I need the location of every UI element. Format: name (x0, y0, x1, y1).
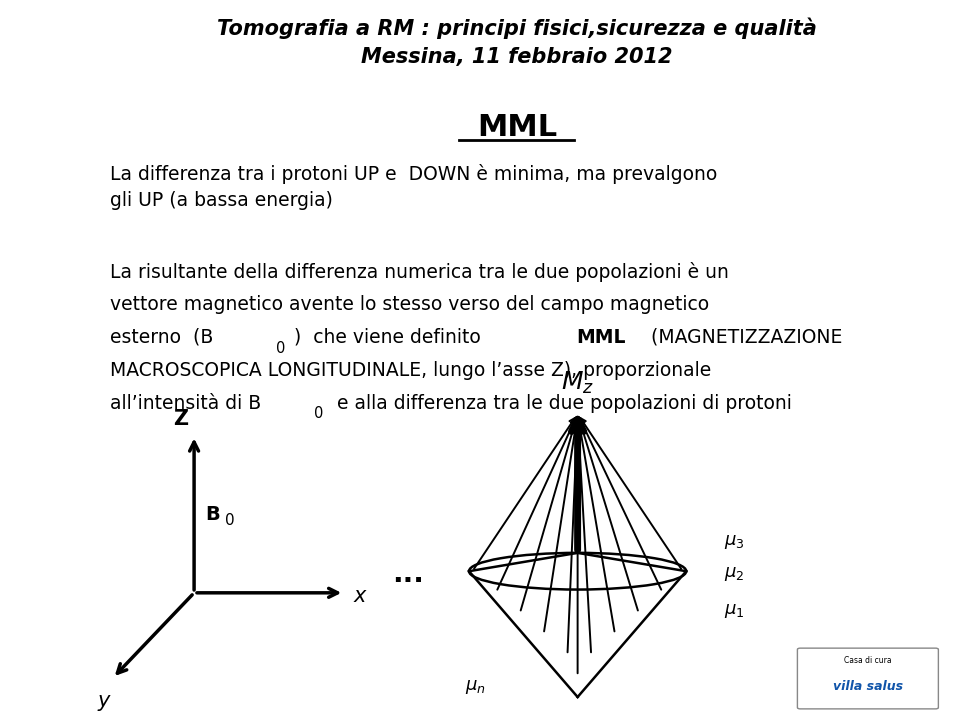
Text: all’intensità di B: all’intensità di B (110, 393, 262, 413)
Text: Corso di Formazione Per Tecnici Sanitari di Radiologia Medica: Corso di Formazione Per Tecnici Sanitari… (31, 129, 44, 589)
Text: (MAGNETIZZAZIONE: (MAGNETIZZAZIONE (639, 328, 842, 347)
Text: 0: 0 (276, 340, 286, 355)
Text: B: B (205, 505, 221, 523)
Text: $\mu_n$: $\mu_n$ (465, 678, 486, 696)
Text: $\mu_3$: $\mu_3$ (723, 533, 744, 551)
Text: 0: 0 (225, 513, 235, 528)
Text: y: y (97, 691, 109, 711)
Text: vettore magnetico avente lo stesso verso del campo magnetico: vettore magnetico avente lo stesso verso… (110, 295, 710, 314)
Text: Casa di cura: Casa di cura (844, 656, 892, 665)
Text: La risultante della differenza numerica tra le due popolazioni è un: La risultante della differenza numerica … (110, 262, 729, 282)
Text: villa salus: villa salus (832, 680, 903, 693)
Text: ...: ... (392, 560, 424, 588)
Text: e alla differenza tra le due popolazioni di protoni: e alla differenza tra le due popolazioni… (331, 393, 792, 413)
Text: esterno  (B: esterno (B (110, 328, 214, 347)
Text: )  che viene definito: ) che viene definito (294, 328, 493, 347)
Text: x: x (354, 586, 366, 606)
Text: Tomografia a RM : principi fisici,sicurezza e qualità
Messina, 11 febbraio 2012: Tomografia a RM : principi fisici,sicure… (217, 18, 817, 67)
Text: $M_z$: $M_z$ (561, 369, 595, 396)
Text: MACROSCOPICA LONGITUDINALE, lungo l’asse Z), proporzionale: MACROSCOPICA LONGITUDINALE, lungo l’asse… (110, 361, 712, 380)
Text: Z: Z (173, 409, 188, 429)
Text: 0: 0 (314, 406, 323, 421)
Text: La differenza tra i protoni UP e  DOWN è minima, ma prevalgono
gli UP (a bassa e: La differenza tra i protoni UP e DOWN è … (110, 164, 717, 210)
Text: MML: MML (576, 328, 625, 347)
Text: MML: MML (477, 113, 557, 142)
Text: $\mu_1$: $\mu_1$ (723, 602, 744, 620)
Text: $\mu_2$: $\mu_2$ (723, 565, 744, 583)
FancyBboxPatch shape (797, 648, 938, 709)
